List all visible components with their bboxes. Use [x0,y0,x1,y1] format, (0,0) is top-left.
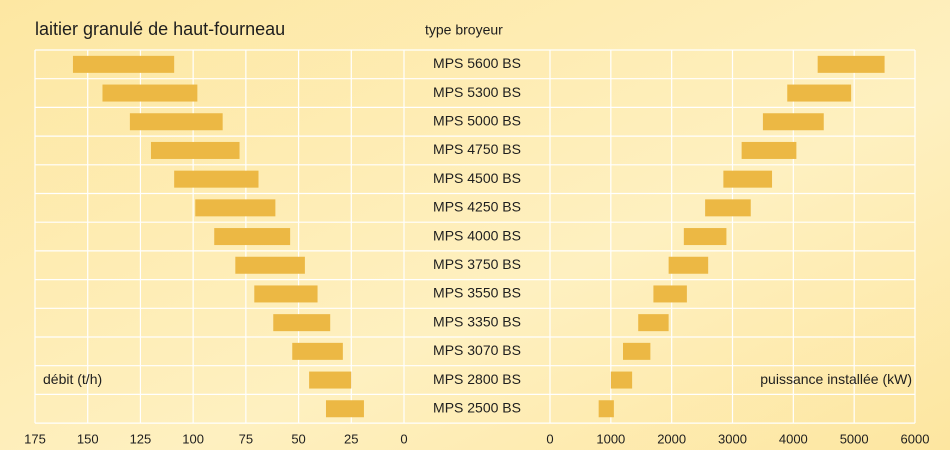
x-tick-label: 25 [344,432,358,447]
bar [195,199,276,217]
category-label: MPS 3070 BS [433,342,521,358]
category-header: type broyeur [425,22,503,38]
bar [273,314,331,332]
bar [762,113,824,131]
category-label: MPS 3350 BS [433,313,521,329]
category-label: MPS 2500 BS [433,399,521,415]
category-label: MPS 5000 BS [433,112,521,128]
bar [72,55,175,73]
x-tick-label: 6000 [901,432,930,447]
bar [174,170,259,188]
bar [292,342,343,360]
bar [214,228,291,246]
x-tick-label: 175 [24,432,46,447]
bar [638,314,669,332]
chart-title: laitier granulé de haut-fourneau [35,19,285,39]
bar [309,371,352,389]
bar [653,285,687,303]
x-tick-label: 1000 [596,432,625,447]
bar [150,141,240,159]
x-tick-label: 75 [239,432,253,447]
bar [723,170,773,188]
category-label: MPS 3550 BS [433,285,521,301]
bar [254,285,318,303]
bar [610,371,633,389]
bar [623,342,651,360]
axis-label: débit (t/h) [43,371,102,387]
bar [683,228,727,246]
bar [705,199,751,217]
bar [668,256,709,274]
bar [102,84,198,102]
category-label: MPS 4250 BS [433,199,521,215]
x-tick-label: 125 [130,432,152,447]
x-tick-label: 3000 [718,432,747,447]
category-label: MPS 3750 BS [433,256,521,272]
x-tick-label: 2000 [657,432,686,447]
bar [235,256,305,274]
bar [598,400,614,418]
bar [129,113,223,131]
x-tick-label: 5000 [840,432,869,447]
bar [741,141,797,159]
x-tick-label: 4000 [779,432,808,447]
category-label: MPS 5600 BS [433,55,521,71]
axis-label: puissance installée (kW) [760,371,912,387]
category-label: MPS 4000 BS [433,227,521,243]
category-label: MPS 5300 BS [433,84,521,100]
category-label: MPS 4750 BS [433,141,521,157]
x-tick-label: 150 [77,432,99,447]
category-label: MPS 4500 BS [433,170,521,186]
bar [325,400,364,418]
x-tick-label: 0 [400,432,407,447]
x-tick-label: 100 [182,432,204,447]
x-tick-label: 0 [546,432,553,447]
x-tick-label: 50 [291,432,305,447]
category-label: MPS 2800 BS [433,371,521,387]
bar [787,84,852,102]
bar [817,55,885,73]
